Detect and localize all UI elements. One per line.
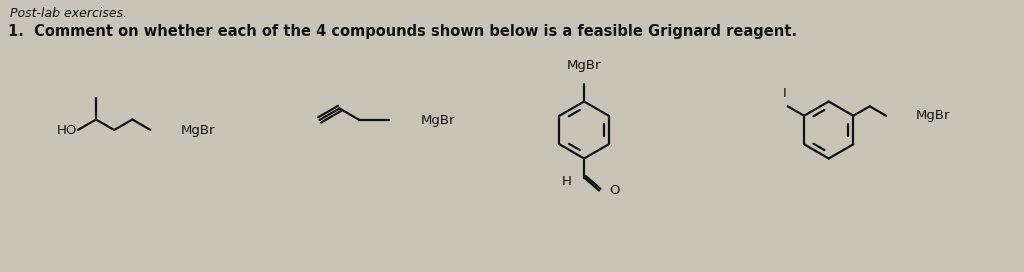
Text: MgBr: MgBr	[421, 113, 455, 126]
Text: MgBr: MgBr	[916, 109, 950, 122]
Text: H: H	[562, 175, 572, 188]
Text: MgBr: MgBr	[180, 123, 215, 137]
Text: O: O	[609, 184, 620, 197]
Text: I: I	[782, 87, 786, 100]
Text: 1.  Comment on whether each of the 4 compounds shown below is a feasible Grignar: 1. Comment on whether each of the 4 comp…	[8, 24, 797, 39]
Text: HO: HO	[56, 123, 77, 137]
Text: Post-lab exercises.: Post-lab exercises.	[10, 7, 127, 20]
Text: MgBr: MgBr	[567, 58, 601, 72]
